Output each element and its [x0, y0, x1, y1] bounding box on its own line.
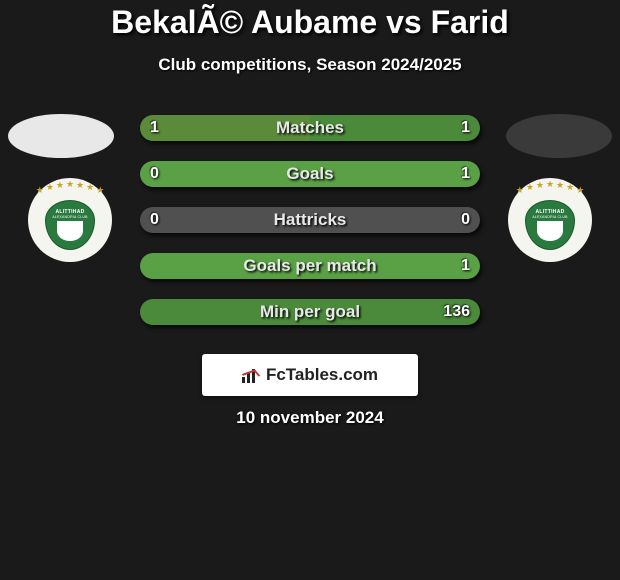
stat-label: Goals: [140, 161, 480, 187]
stat-row: 00Hattricks: [0, 197, 620, 243]
stat-label: Min per goal: [140, 299, 480, 325]
source-text: FcTables.com: [266, 365, 378, 385]
chart-icon: [242, 367, 262, 383]
comparison-subtitle: Club competitions, Season 2024/2025: [0, 55, 620, 75]
stat-row: 136Min per goal: [0, 289, 620, 335]
stat-label: Goals per match: [140, 253, 480, 279]
snapshot-date: 10 november 2024: [0, 408, 620, 428]
stats-chart: 11Matches01Goals00Hattricks1Goals per ma…: [0, 105, 620, 335]
stat-row: 01Goals: [0, 151, 620, 197]
stat-row: 1Goals per match: [0, 243, 620, 289]
stat-label: Hattricks: [140, 207, 480, 233]
stat-row: 11Matches: [0, 105, 620, 151]
stat-label: Matches: [140, 115, 480, 141]
source-badge: FcTables.com: [202, 354, 418, 396]
comparison-title: BekalÃ© Aubame vs Farid: [0, 0, 620, 41]
